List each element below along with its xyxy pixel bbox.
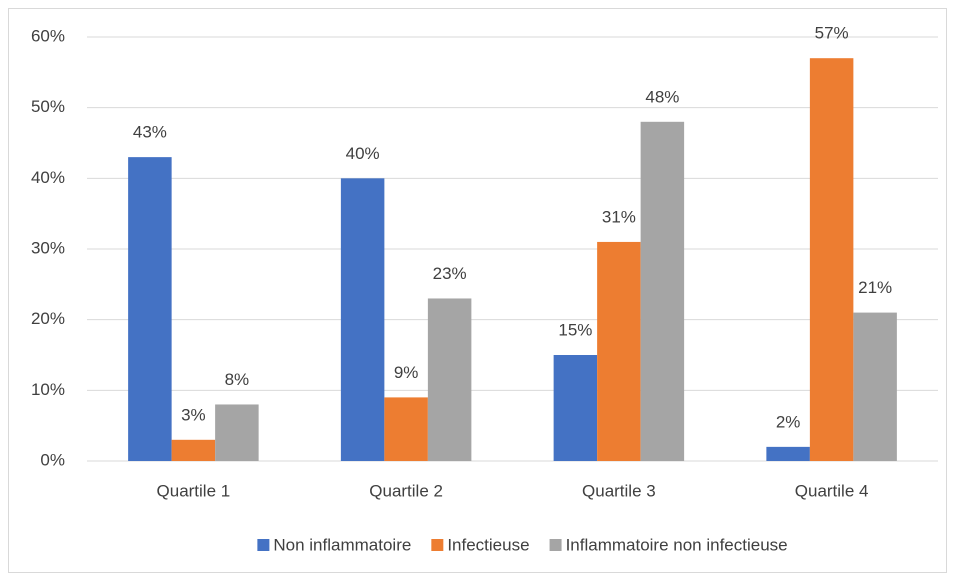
legend-swatch bbox=[257, 539, 270, 551]
y-tick-label: 20% bbox=[31, 309, 65, 328]
bar bbox=[766, 446, 810, 461]
bar bbox=[427, 298, 472, 461]
value-label: 43% bbox=[133, 123, 167, 142]
value-label: 21% bbox=[858, 278, 892, 297]
x-tick-label: Quartile 1 bbox=[157, 481, 231, 500]
value-label: 9% bbox=[394, 363, 419, 382]
y-tick-label: 50% bbox=[31, 97, 65, 116]
y-tick-label: 40% bbox=[31, 168, 65, 187]
value-label: 48% bbox=[645, 87, 679, 106]
bar bbox=[384, 397, 428, 461]
x-tick-label: Quartile 2 bbox=[369, 481, 443, 500]
y-tick-label: 10% bbox=[31, 380, 65, 399]
y-tick-label: 60% bbox=[31, 26, 65, 45]
bar bbox=[553, 355, 598, 461]
value-label: 57% bbox=[815, 24, 849, 43]
value-label: 23% bbox=[433, 264, 467, 283]
bar bbox=[128, 157, 172, 461]
legend-swatch bbox=[431, 539, 444, 551]
value-label: 2% bbox=[776, 412, 801, 431]
bar bbox=[215, 404, 259, 461]
legend-swatch bbox=[549, 539, 562, 551]
bar bbox=[853, 312, 897, 461]
bar bbox=[640, 121, 685, 462]
bar bbox=[809, 58, 854, 461]
value-label: 15% bbox=[558, 320, 592, 339]
x-tick-label: Quartile 3 bbox=[582, 481, 656, 500]
legend-label: Inflammatoire non infectieuse bbox=[566, 535, 788, 554]
bar bbox=[171, 439, 216, 461]
y-tick-label: 30% bbox=[31, 238, 65, 257]
value-label: 31% bbox=[602, 207, 636, 226]
value-label: 3% bbox=[181, 405, 206, 424]
legend-label: Non inflammatoire bbox=[273, 535, 411, 554]
y-tick-label: 0% bbox=[40, 450, 65, 469]
value-label: 8% bbox=[225, 370, 250, 389]
legend-label: Infectieuse bbox=[447, 535, 529, 554]
bar bbox=[597, 241, 641, 461]
x-tick-label: Quartile 4 bbox=[795, 481, 869, 500]
value-label: 40% bbox=[346, 144, 380, 163]
bar bbox=[340, 178, 385, 462]
